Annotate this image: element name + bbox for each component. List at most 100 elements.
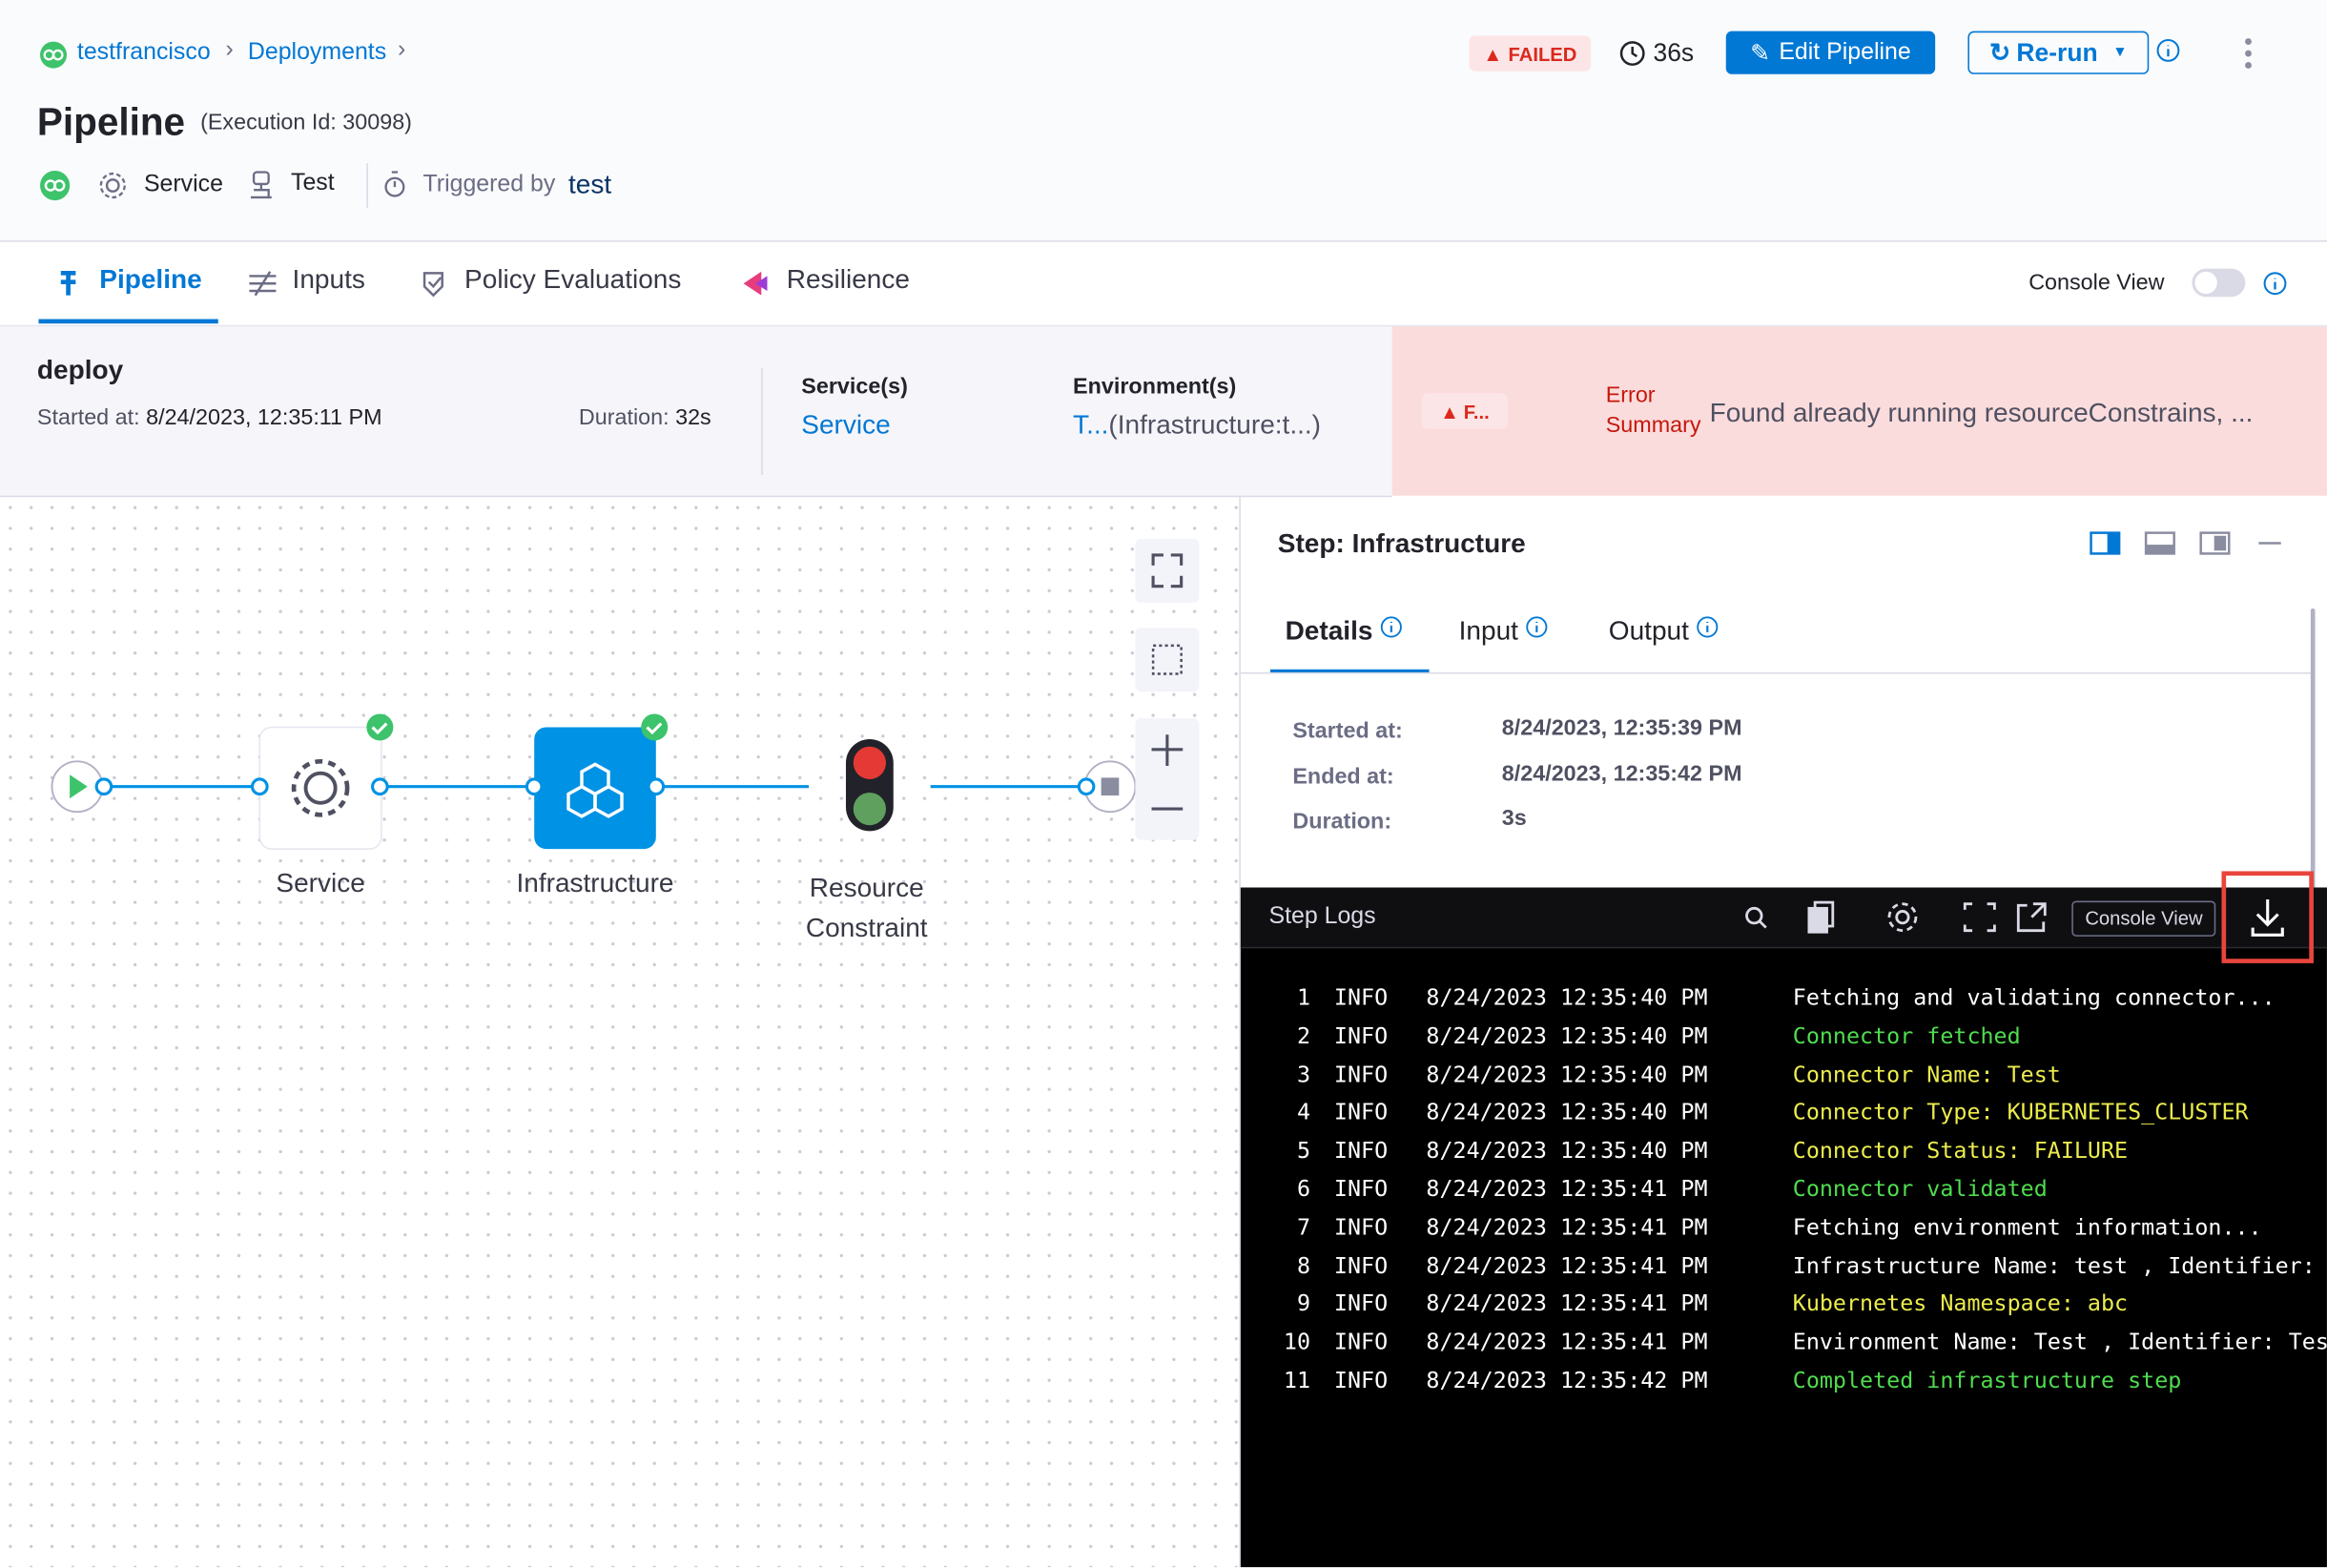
info-icon[interactable]	[2263, 272, 2287, 296]
error-summary-panel	[1391, 326, 2327, 496]
console-view-button[interactable]: Console View	[2071, 900, 2216, 937]
stage-summary	[0, 326, 1392, 498]
log-level: INFO	[1333, 1021, 1389, 1049]
tab[interactable]: Pipeline	[99, 263, 202, 295]
console-view-toggle[interactable]	[2192, 268, 2246, 298]
breadcrumb[interactable]: testfrancisco	[76, 40, 211, 66]
log-time: 8/24/2023 12:35:40 PM	[1426, 983, 1708, 1011]
step-logs	[1240, 887, 2327, 1568]
button-label: Edit Pipeline	[1779, 39, 1911, 65]
step-tab[interactable]: Output	[1609, 616, 1719, 648]
info-icon[interactable]	[1518, 616, 1548, 646]
triggered-by-user[interactable]: test	[567, 169, 612, 199]
log-time: 8/24/2023 12:35:40 PM	[1426, 1137, 1708, 1165]
service-node[interactable]	[258, 726, 382, 850]
log-message: Connector validated	[1792, 1175, 2048, 1203]
more-menu[interactable]	[2244, 37, 2253, 70]
environments-label: Environment(s)	[1073, 374, 1237, 400]
log-message: Completed infrastructure step	[1792, 1367, 2182, 1394]
log-line-number: 1	[1296, 983, 1311, 1011]
rerun-button[interactable]: ↻ Re-run ▼	[1967, 31, 2150, 74]
active-tab-indicator	[38, 319, 218, 324]
info-icon[interactable]	[1372, 616, 1402, 646]
log-line-number: 7	[1296, 1213, 1311, 1241]
log-level: INFO	[1333, 1137, 1389, 1165]
info-icon[interactable]	[2156, 38, 2180, 62]
log-message: Fetching and validating connector...	[1792, 983, 2276, 1011]
divider	[1240, 671, 2313, 674]
log-time: 8/24/2023 12:35:41 PM	[1426, 1175, 1708, 1203]
breadcrumb[interactable]: Deployments	[247, 40, 387, 66]
tab[interactable]: Policy Evaluations	[464, 263, 682, 295]
edit-pipeline-button[interactable]: ✎ Edit Pipeline	[1725, 31, 1936, 74]
info-icon[interactable]	[1689, 616, 1719, 646]
infrastructure: (Infrastructure:t...)	[1108, 409, 1322, 440]
tab[interactable]: Inputs	[292, 263, 365, 295]
trigger-icon	[384, 171, 405, 197]
page-title: Pipeline	[36, 99, 186, 144]
project-icon	[40, 41, 68, 69]
service-icon	[99, 172, 126, 199]
log-level: INFO	[1333, 1213, 1389, 1241]
detail-label: Started at:	[1292, 718, 1403, 744]
log-level: INFO	[1333, 1289, 1389, 1317]
environment-icon	[250, 171, 272, 199]
detail-value: 8/24/2023, 12:35:39 PM	[1501, 715, 1742, 741]
divider	[366, 163, 368, 208]
log-time: 8/24/2023 12:35:41 PM	[1426, 1329, 1708, 1356]
button-label: Re-run	[2016, 37, 2098, 67]
log-line-number: 8	[1296, 1251, 1311, 1279]
tab[interactable]: Resilience	[786, 263, 910, 295]
environments-value: T...(Infrastructure:t...)	[1073, 409, 1321, 441]
error-summary-label: Error Summary	[1605, 382, 1701, 439]
step-tab[interactable]: Input	[1459, 616, 1548, 648]
log-level: INFO	[1333, 1175, 1389, 1203]
log-level: INFO	[1333, 1060, 1389, 1087]
services-label: Service(s)	[801, 374, 908, 400]
stage-status-badge: ▲ F...	[1421, 393, 1508, 429]
active-tab-indicator	[1270, 669, 1430, 674]
tab-icon	[743, 271, 768, 296]
detail-value: 8/24/2023, 12:35:42 PM	[1501, 760, 1742, 786]
services-value[interactable]: Service	[801, 409, 891, 440]
logs-toolbar	[1240, 887, 2327, 949]
log-line-number: 11	[1283, 1367, 1311, 1394]
value: 8/24/2023, 12:35:11 PM	[146, 404, 382, 431]
log-level: INFO	[1333, 1099, 1389, 1126]
step-tab[interactable]: Details	[1286, 616, 1403, 648]
log-line-number: 3	[1296, 1060, 1311, 1087]
log-time: 8/24/2023 12:35:41 PM	[1426, 1289, 1708, 1317]
execution-id: (Execution Id: 30098)	[200, 110, 412, 135]
environment-link[interactable]: T...	[1073, 409, 1109, 440]
status-text: F...	[1463, 400, 1490, 423]
log-line-number: 4	[1296, 1099, 1311, 1126]
stage-started: Started at: 8/24/2023, 12:35:11 PM	[37, 405, 382, 430]
node-label: Service	[276, 868, 365, 898]
console-view-label: Console View	[2028, 270, 2165, 296]
label: Duration:	[578, 404, 669, 431]
log-line-number: 5	[1296, 1137, 1311, 1165]
status-text: FAILED	[1508, 42, 1577, 65]
value: 32s	[675, 404, 711, 431]
header	[0, 0, 2327, 242]
log-message: Fetching environment information...	[1792, 1213, 2262, 1241]
layout-controls[interactable]	[2090, 530, 2297, 560]
log-tools[interactable]	[1740, 897, 2066, 936]
log-message: Infrastructure Name: test , Identifier: …	[1792, 1251, 2327, 1279]
tab-icon	[422, 272, 443, 298]
detail-label: Duration:	[1292, 809, 1392, 835]
pipeline-canvas	[0, 497, 1241, 1568]
download-button[interactable]	[2221, 871, 2314, 963]
infrastructure-node[interactable]	[534, 727, 656, 850]
detail-value: 3s	[1501, 805, 1527, 832]
stage-name: deploy	[36, 354, 124, 385]
logs-title: Step Logs	[1268, 903, 1376, 930]
detail-label: Ended at:	[1292, 763, 1394, 790]
step-panel	[1240, 497, 2327, 888]
log-line-number: 6	[1296, 1175, 1311, 1203]
triggered-by-label: Triggered by	[422, 172, 556, 197]
log-time: 8/24/2023 12:35:41 PM	[1426, 1251, 1708, 1279]
log-time: 8/24/2023 12:35:41 PM	[1426, 1213, 1708, 1241]
error-summary-text: Found already running resourceConstrains…	[1709, 398, 2254, 428]
